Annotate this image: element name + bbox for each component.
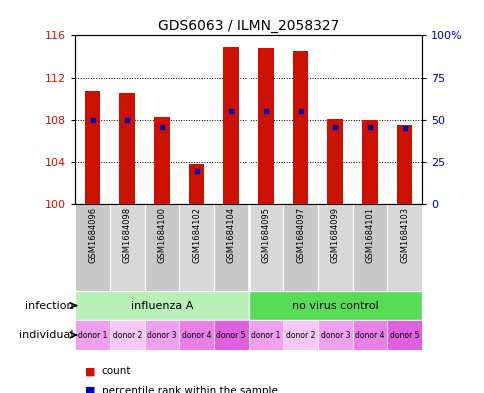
Bar bbox=[283, 320, 318, 350]
Text: GSM1684103: GSM1684103 bbox=[399, 207, 408, 263]
Text: count: count bbox=[102, 366, 131, 376]
Bar bbox=[248, 291, 421, 320]
Bar bbox=[248, 204, 283, 291]
Bar bbox=[362, 120, 377, 204]
Text: GSM1684104: GSM1684104 bbox=[226, 207, 235, 263]
Bar bbox=[119, 94, 135, 204]
Text: donor 3: donor 3 bbox=[147, 331, 176, 340]
Text: GSM1684102: GSM1684102 bbox=[192, 207, 201, 263]
Bar bbox=[188, 164, 204, 204]
Text: infection: infection bbox=[25, 301, 73, 310]
Bar bbox=[213, 204, 248, 291]
Bar bbox=[292, 51, 308, 204]
Bar bbox=[386, 204, 421, 291]
Text: ■: ■ bbox=[85, 366, 95, 376]
Text: influenza A: influenza A bbox=[130, 301, 193, 310]
Text: GSM1684095: GSM1684095 bbox=[261, 207, 270, 263]
Bar bbox=[109, 204, 144, 291]
Bar bbox=[144, 204, 179, 291]
Bar bbox=[213, 320, 248, 350]
Bar bbox=[352, 320, 386, 350]
Bar bbox=[75, 320, 109, 350]
Bar bbox=[283, 204, 318, 291]
Bar bbox=[85, 91, 100, 204]
Title: GDS6063 / ILMN_2058327: GDS6063 / ILMN_2058327 bbox=[158, 19, 338, 33]
Bar bbox=[75, 291, 248, 320]
Bar bbox=[109, 320, 144, 350]
Bar bbox=[257, 48, 273, 204]
Bar bbox=[179, 204, 213, 291]
Bar bbox=[318, 320, 352, 350]
Bar bbox=[396, 125, 411, 204]
Text: individual: individual bbox=[19, 330, 73, 340]
Bar bbox=[352, 204, 386, 291]
Text: donor 5: donor 5 bbox=[389, 331, 419, 340]
Text: donor 2: donor 2 bbox=[112, 331, 142, 340]
Text: GSM1684098: GSM1684098 bbox=[122, 207, 132, 263]
Bar bbox=[386, 320, 421, 350]
Text: GSM1684101: GSM1684101 bbox=[364, 207, 374, 263]
Text: GSM1684099: GSM1684099 bbox=[330, 207, 339, 263]
Text: percentile rank within the sample: percentile rank within the sample bbox=[102, 386, 277, 393]
Text: GSM1684100: GSM1684100 bbox=[157, 207, 166, 263]
Text: GSM1684097: GSM1684097 bbox=[295, 207, 304, 263]
Text: donor 4: donor 4 bbox=[182, 331, 211, 340]
Text: GSM1684096: GSM1684096 bbox=[88, 207, 97, 263]
Text: no virus control: no virus control bbox=[291, 301, 378, 310]
Bar bbox=[318, 204, 352, 291]
Bar bbox=[327, 119, 342, 204]
Bar bbox=[223, 47, 239, 204]
Bar bbox=[179, 320, 213, 350]
Text: donor 3: donor 3 bbox=[320, 331, 349, 340]
Text: ■: ■ bbox=[85, 386, 95, 393]
Text: donor 5: donor 5 bbox=[216, 331, 245, 340]
Text: donor 4: donor 4 bbox=[354, 331, 384, 340]
Bar bbox=[144, 320, 179, 350]
Bar bbox=[248, 320, 283, 350]
Text: donor 2: donor 2 bbox=[285, 331, 315, 340]
Bar bbox=[75, 204, 109, 291]
Text: donor 1: donor 1 bbox=[251, 331, 280, 340]
Bar bbox=[154, 117, 169, 204]
Text: donor 1: donor 1 bbox=[77, 331, 107, 340]
